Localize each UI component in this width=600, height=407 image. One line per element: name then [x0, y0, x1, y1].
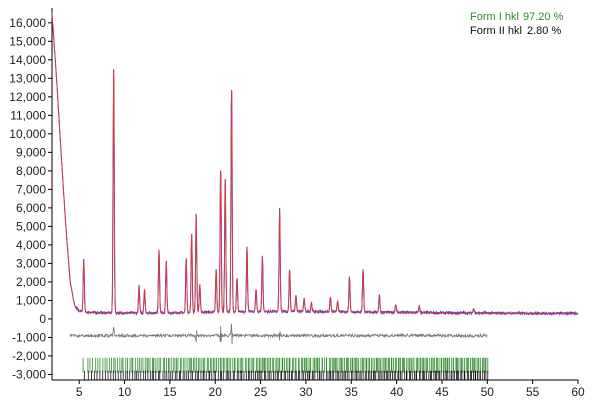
legend-form1-value: 97.20 % [523, 11, 564, 23]
y-tick-label: 6,000 [16, 201, 46, 215]
y-tick-label: 5,000 [16, 219, 46, 233]
y-tick-label: 2,000 [16, 275, 46, 289]
y-tick-label: 11,000 [10, 108, 46, 122]
x-tick-label: 5 [76, 385, 83, 399]
y-tick-label: -3,000 [12, 367, 46, 381]
pattern-curves [51, 12, 579, 345]
y-tick-label: 14,000 [9, 53, 46, 67]
y-tick-label: 3,000 [16, 256, 46, 270]
legend: Form I hkl 97.20 % Form II hkl 2.80 % [470, 11, 564, 37]
x-tick-label: 15 [163, 385, 177, 399]
y-axis: 16,000 15,000 14,000 13,000 12,000 11,000 10,0… [9, 8, 53, 381]
y-tick-label: 13,000 [9, 71, 46, 85]
x-tick-label: 30 [299, 385, 313, 399]
legend-form1-label: Form I hkl [470, 11, 519, 23]
x-tick-label: 60 [571, 385, 585, 399]
x-tick-label: 55 [526, 385, 540, 399]
difference-curve-line [69, 323, 488, 345]
x-tick-label: 25 [254, 385, 268, 399]
x-tick-label: 35 [345, 385, 359, 399]
reflection-tick-marks [82, 357, 489, 380]
y-tick-label: 9,000 [16, 145, 46, 159]
y-tick-label: -1,000 [12, 330, 46, 344]
y-tick-label: 16,000 [9, 16, 46, 30]
y-tick-label: 12,000 [9, 90, 46, 104]
x-tick-label: 50 [481, 385, 495, 399]
x-tick-label: 40 [390, 385, 404, 399]
legend-form2-label: Form II hkl [470, 25, 522, 37]
y-tick-label: 4,000 [16, 238, 46, 252]
y-tick-label: 0 [39, 312, 46, 326]
observed-pattern-line [51, 12, 579, 317]
x-tick-label: 20 [209, 385, 223, 399]
y-tick-label: 15,000 [9, 34, 46, 48]
x-tick-label: 10 [118, 385, 132, 399]
calculated-pattern-line [51, 13, 579, 315]
y-tick-label: 8,000 [16, 164, 46, 178]
y-tick-label: 10,000 [9, 127, 46, 141]
x-axis: 5 10 15 20 25 30 35 40 45 50 55 60 [52, 379, 585, 399]
y-tick-label: 7,000 [16, 182, 46, 196]
x-tick-label: 45 [435, 385, 449, 399]
y-tick-label: 1,000 [16, 293, 46, 307]
legend-form2-value: 2.80 % [527, 25, 561, 37]
y-tick-label: -2,000 [12, 349, 46, 363]
